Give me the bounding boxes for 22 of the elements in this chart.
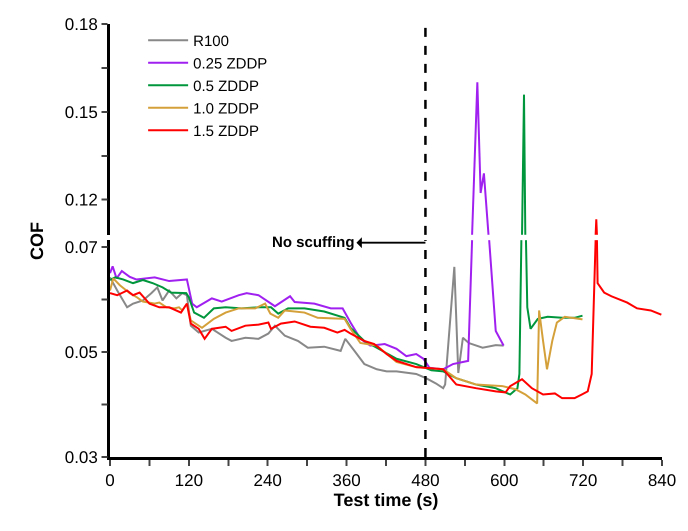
x-axis-title: Test time (s): [334, 490, 438, 510]
x-tick-label: 720: [568, 471, 598, 490]
x-tick-label: 480: [411, 471, 440, 490]
legend-label: 1.0 ZDDP: [193, 100, 259, 118]
y-tick-label: 0.05: [64, 342, 98, 362]
legend-label: 0.25 ZDDP: [193, 56, 268, 73]
legend-label: 1.5 ZDDP: [193, 123, 259, 140]
x-tick-label: 120: [174, 471, 204, 490]
x-tick-label: 840: [648, 471, 676, 490]
x-tick-label: 600: [490, 471, 518, 490]
y-tick-label: 0.18: [64, 14, 98, 34]
y-tick-label: 0.03: [64, 448, 98, 467]
x-tick-label: 360: [332, 471, 361, 490]
y-tick-label: 0.12: [64, 190, 98, 210]
x-tick-label: 0: [105, 471, 115, 490]
annotation: No scuffing: [272, 234, 354, 251]
y-axis-title: COF: [26, 222, 47, 260]
y-tick-label: 0.15: [64, 102, 98, 122]
legend-label: R100: [193, 33, 229, 50]
y-tick-label: 0.07: [64, 238, 98, 257]
legend-label: 0.5 ZDDP: [193, 78, 259, 96]
x-tick-label: 240: [254, 471, 282, 490]
